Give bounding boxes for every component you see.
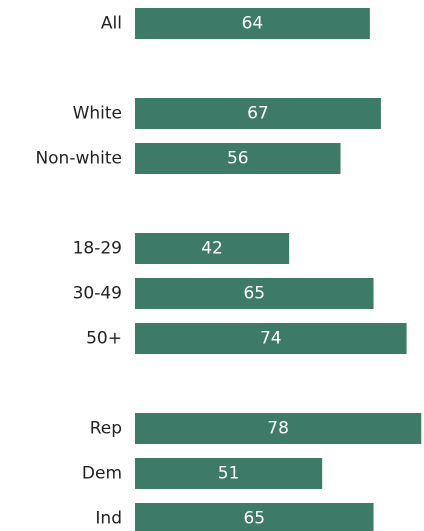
bar-all — [135, 8, 370, 39]
bar-50 — [135, 323, 407, 354]
bar-30-49 — [135, 278, 374, 309]
value-label-18-29: 42 — [201, 239, 223, 259]
category-label-all: All — [101, 14, 122, 34]
value-label-50: 74 — [260, 329, 282, 349]
bar-rep — [135, 413, 422, 444]
bar-dem — [135, 458, 323, 489]
value-label-rep: 78 — [267, 419, 289, 439]
category-label-non-white: Non-white — [35, 149, 122, 169]
value-label-all: 64 — [242, 14, 264, 34]
bar-group-0: All 64 — [101, 8, 370, 39]
category-label-rep: Rep — [90, 419, 122, 439]
category-label-ind: Ind — [95, 509, 122, 529]
category-label-white: White — [73, 104, 122, 124]
category-label-dem: Dem — [82, 464, 122, 484]
bar-group-3: Rep 78 Dem 51 Ind 65 — [82, 413, 422, 531]
value-label-white: 67 — [247, 104, 269, 124]
category-label-50: 50+ — [86, 329, 122, 349]
bar-18-29 — [135, 233, 290, 264]
bar-white — [135, 98, 381, 129]
bar-non-white — [135, 143, 341, 174]
bar-ind — [135, 503, 374, 531]
category-label-18-29: 18-29 — [73, 239, 122, 259]
bar-group-1: White 67 Non-white 56 — [35, 98, 381, 174]
value-label-ind: 65 — [243, 509, 265, 529]
value-label-dem: 51 — [218, 464, 240, 484]
value-label-non-white: 56 — [227, 149, 249, 169]
bar-group-2: 18-29 42 30-49 65 50+ 74 — [73, 233, 407, 354]
category-label-30-49: 30-49 — [73, 284, 122, 304]
value-label-30-49: 65 — [243, 284, 265, 304]
